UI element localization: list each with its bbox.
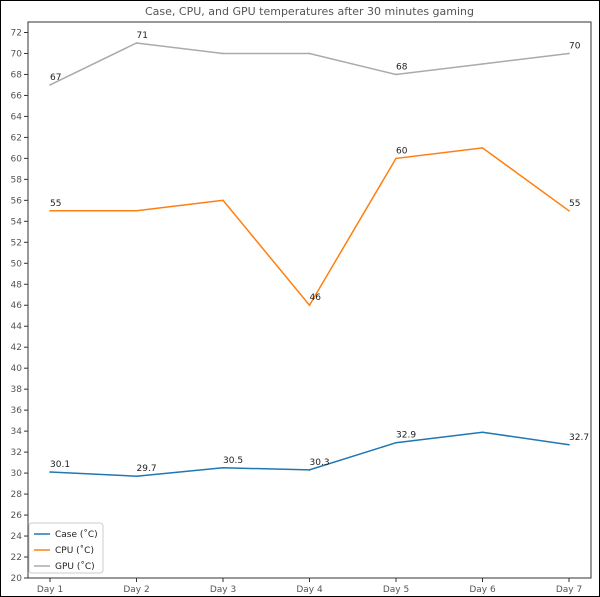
data-point bbox=[135, 42, 138, 44]
y-tick-label: 42 bbox=[11, 343, 22, 353]
y-tick-label: 70 bbox=[11, 49, 23, 59]
y-tick-label: 38 bbox=[11, 385, 23, 395]
series-lines bbox=[49, 42, 570, 478]
data-label: 55 bbox=[50, 199, 61, 209]
y-tick-label: 22 bbox=[11, 553, 22, 563]
y-tick-label: 24 bbox=[11, 532, 23, 542]
axes: 20 22 24 26 28 30 32 34 36 38 40 42 44 46 48 50 52 54 56 58… bbox=[11, 21, 592, 595]
data-label: 30.1 bbox=[50, 460, 70, 470]
data-point bbox=[308, 52, 311, 55]
y-tick-label: 46 bbox=[11, 301, 23, 311]
x-tick-label: Day 7 bbox=[556, 585, 582, 595]
data-point bbox=[481, 147, 484, 149]
data-point bbox=[568, 443, 570, 446]
data-label: 46 bbox=[310, 293, 322, 303]
data-label: 30.3 bbox=[310, 458, 330, 468]
data-point bbox=[49, 210, 51, 212]
y-tick-label: 48 bbox=[11, 280, 23, 290]
legend-box bbox=[28, 522, 104, 574]
data-point bbox=[308, 469, 311, 471]
data-point bbox=[222, 467, 224, 469]
data-point bbox=[49, 84, 51, 86]
data-label: 29.7 bbox=[137, 464, 157, 474]
data-labels: 30.1 29.7 30.5 30.3 32.9 32.7 55 46 60 55 67 71 68 70 bbox=[50, 31, 589, 474]
data-point bbox=[481, 63, 484, 65]
chart-title: Case, CPU, and GPU temperatures after 30… bbox=[145, 5, 474, 18]
data-label: 32.9 bbox=[396, 431, 416, 441]
y-tick-label: 56 bbox=[11, 196, 23, 206]
data-label: 70 bbox=[569, 41, 581, 51]
y-tick-label: 36 bbox=[11, 406, 23, 416]
data-point bbox=[135, 210, 138, 212]
data-label: 55 bbox=[569, 199, 580, 209]
data-label: 68 bbox=[396, 62, 408, 72]
legend-entry: Case (˚C) bbox=[55, 529, 98, 540]
x-tick-label: Day 4 bbox=[296, 585, 323, 595]
data-point bbox=[222, 199, 224, 202]
data-point bbox=[308, 304, 311, 307]
legend-entry: CPU (˚C) bbox=[55, 545, 94, 556]
legend-entry: GPU (˚C) bbox=[55, 561, 95, 572]
data-label: 67 bbox=[50, 73, 61, 83]
x-tick-label: Day 2 bbox=[123, 585, 149, 595]
y-tick-label: 44 bbox=[11, 322, 23, 332]
y-tick-label: 50 bbox=[11, 259, 23, 269]
series-line bbox=[50, 147, 570, 307]
y-tick-label: 54 bbox=[11, 217, 23, 227]
y-tick-label: 32 bbox=[11, 448, 22, 458]
y-tick-label: 20 bbox=[11, 574, 23, 584]
data-label: 30.5 bbox=[223, 456, 243, 466]
y-tick-label: 60 bbox=[11, 154, 23, 164]
y-tick-label: 68 bbox=[11, 70, 23, 80]
data-point bbox=[49, 471, 51, 473]
data-point bbox=[481, 431, 484, 433]
y-tick-label: 26 bbox=[11, 511, 23, 521]
legend: Case (˚C) CPU (˚C) GPU (˚C) bbox=[28, 522, 104, 574]
y-tick-label: 30 bbox=[11, 469, 23, 479]
y-tick-label: 28 bbox=[11, 490, 23, 500]
data-point bbox=[395, 73, 397, 76]
y-tick-label: 62 bbox=[11, 133, 22, 143]
x-tick-label: Day 6 bbox=[469, 585, 496, 595]
data-point bbox=[568, 210, 570, 212]
series-line bbox=[49, 42, 570, 86]
data-point bbox=[135, 475, 138, 478]
data-label: 71 bbox=[137, 31, 148, 41]
data-point bbox=[222, 52, 224, 55]
data-point bbox=[395, 441, 397, 444]
y-tick-label: 72 bbox=[11, 28, 22, 38]
y-tick-label: 66 bbox=[11, 91, 23, 101]
data-point bbox=[395, 157, 397, 160]
x-tick-label: Day 5 bbox=[383, 585, 409, 595]
data-point bbox=[568, 52, 570, 55]
y-tick-label: 58 bbox=[11, 175, 23, 185]
x-tick-label: Day 3 bbox=[210, 585, 236, 595]
data-label: 60 bbox=[396, 146, 408, 156]
data-label: 32.7 bbox=[569, 433, 589, 443]
y-tick-label: 40 bbox=[11, 364, 23, 374]
x-tick-label: Day 1 bbox=[37, 585, 63, 595]
y-tick-label: 34 bbox=[11, 427, 23, 437]
y-tick-label: 52 bbox=[11, 238, 22, 248]
y-tick-label: 64 bbox=[11, 112, 23, 122]
